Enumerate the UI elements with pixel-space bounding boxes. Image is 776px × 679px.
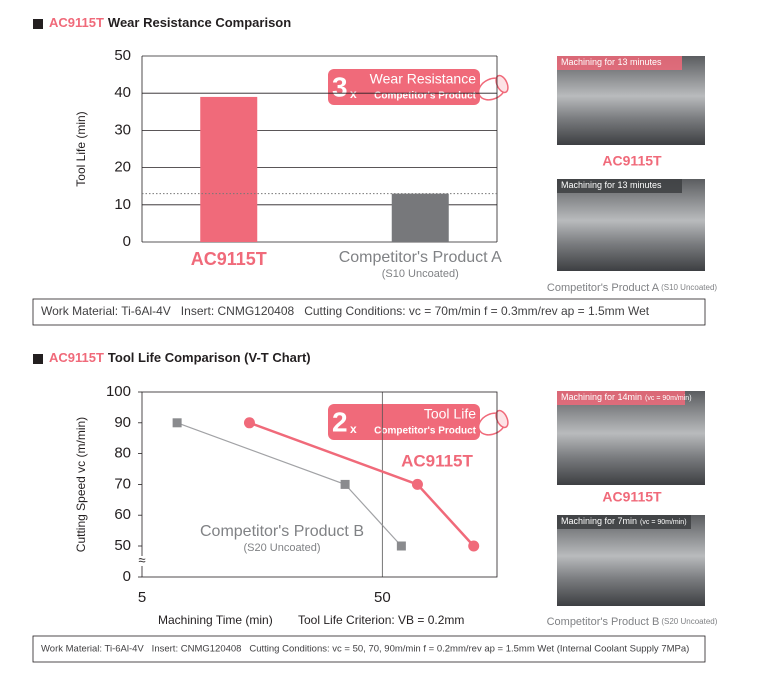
caption: Machining for 7min xyxy=(561,516,637,526)
title-square xyxy=(33,19,43,29)
series-label: Competitor's Product B xyxy=(200,523,364,540)
photo xyxy=(557,56,705,145)
photo xyxy=(557,515,705,606)
caption-bg xyxy=(557,515,691,529)
plot-frame xyxy=(141,391,498,578)
axis-break: ≈ xyxy=(138,552,145,567)
y-tick-label: 100 xyxy=(106,383,131,400)
x-tick-label: Competitor's Product A xyxy=(339,249,502,266)
marker xyxy=(396,541,406,551)
bar xyxy=(391,193,449,242)
photo-label: Competitor's Product A (S10 Uncoated) xyxy=(547,282,718,294)
photo xyxy=(557,391,705,485)
title-square xyxy=(33,354,43,364)
annotation-bubble xyxy=(328,404,480,440)
photo-caption: Machining for 13 minutes xyxy=(561,180,662,190)
series-note: (S20 Uncoated) xyxy=(243,542,320,554)
label-note: (S10 Uncoated) xyxy=(661,283,717,292)
marker xyxy=(411,478,423,490)
label: Competitor's Product A xyxy=(547,282,660,294)
caption-bg xyxy=(557,179,682,193)
y-tick-label: 0 xyxy=(123,233,131,250)
photo-label: AC9115T xyxy=(602,153,662,169)
x-tick-sublabel: (S10 Uncoated) xyxy=(382,268,459,280)
title-prefix: AC9115T xyxy=(49,350,104,365)
annotation-title: Wear Resistance xyxy=(370,71,477,87)
y-tick-label: 10 xyxy=(114,196,131,213)
annotation-text: Competitor's Product xyxy=(374,91,476,102)
title-text: Wear Resistance Comparison xyxy=(108,15,291,30)
y-tick-label: 90 xyxy=(114,414,131,431)
y-tick-label: 0 xyxy=(123,568,131,585)
y-tick-label: 70 xyxy=(114,475,131,492)
section-title: AC9115T Wear Resistance Comparison xyxy=(49,15,291,30)
caption: Machining for 13 minutes xyxy=(561,180,662,190)
marker xyxy=(340,479,350,489)
icon xyxy=(495,409,509,429)
label-note: (S20 Uncoated) xyxy=(661,617,717,626)
annotation-factor: 3 xyxy=(332,71,348,102)
break-bg xyxy=(136,556,148,566)
icon xyxy=(495,74,509,94)
annotation-times: x xyxy=(350,422,357,436)
caption-note: (vc = 90m/min) xyxy=(640,519,686,526)
annotation-text: Competitor's Product xyxy=(374,426,476,437)
photo-caption: Machining for 7min (vc = 90m/min) xyxy=(561,516,687,526)
x-tick-label: 5 xyxy=(138,589,146,606)
section-title: AC9115T Tool Life Comparison (V-T Chart) xyxy=(49,350,311,365)
photos xyxy=(557,56,705,606)
label: Competitor's Product B xyxy=(547,616,660,628)
annotation-times: x xyxy=(350,87,357,101)
marker xyxy=(468,540,480,552)
photo-caption: Machining for 13 minutes xyxy=(561,57,662,67)
photo-label: Competitor's Product B (S20 Uncoated) xyxy=(547,616,718,628)
y-tick-label: 20 xyxy=(114,159,131,176)
footnote-box xyxy=(32,635,706,663)
photo xyxy=(557,179,705,271)
photo-label: AC9115T xyxy=(602,489,662,505)
y-tick-label: 50 xyxy=(114,537,131,554)
footnote-box xyxy=(32,298,706,326)
annotation-title: Tool Life xyxy=(424,406,476,422)
caption: Machining for 13 minutes xyxy=(561,57,662,67)
y-tick-label: 40 xyxy=(114,84,131,101)
x-tick-label: 50 xyxy=(374,589,391,606)
footnote: Work Material: Ti-6Al-4V Insert: CNMG120… xyxy=(41,644,689,655)
annotation-factor: 2 xyxy=(332,406,348,437)
y-axis-label: Cutting Speed vc (m/min) xyxy=(74,417,88,552)
marker xyxy=(172,418,182,428)
x-tick-label: AC9115T xyxy=(191,249,267,269)
photo-caption: Machining for 14min (vc = 90m/min) xyxy=(561,392,692,402)
title-text: Tool Life Comparison (V-T Chart) xyxy=(108,350,311,365)
y-tick-label: 80 xyxy=(114,445,131,462)
bar xyxy=(200,96,258,242)
series-label: AC9115T xyxy=(401,451,473,470)
y-tick-label: 50 xyxy=(114,47,131,64)
y-tick-label: 30 xyxy=(114,121,131,138)
y-axis-label: Tool Life (min) xyxy=(74,111,88,186)
caption-bg xyxy=(557,391,685,405)
x-axis-label: Machining Time (min) xyxy=(158,613,273,627)
y-tick-label: 60 xyxy=(114,506,131,523)
caption-bg xyxy=(557,56,682,70)
footnote: Work Material: Ti-6Al-4V Insert: CNMG120… xyxy=(41,304,650,318)
caption-note: (vc = 90m/min) xyxy=(645,395,691,402)
criterion: Tool Life Criterion: VB = 0.2mm xyxy=(298,613,464,627)
annotation-bubble xyxy=(328,69,480,105)
caption: Machining for 14min xyxy=(561,392,642,402)
title-prefix: AC9115T xyxy=(49,15,104,30)
marker xyxy=(243,417,255,429)
